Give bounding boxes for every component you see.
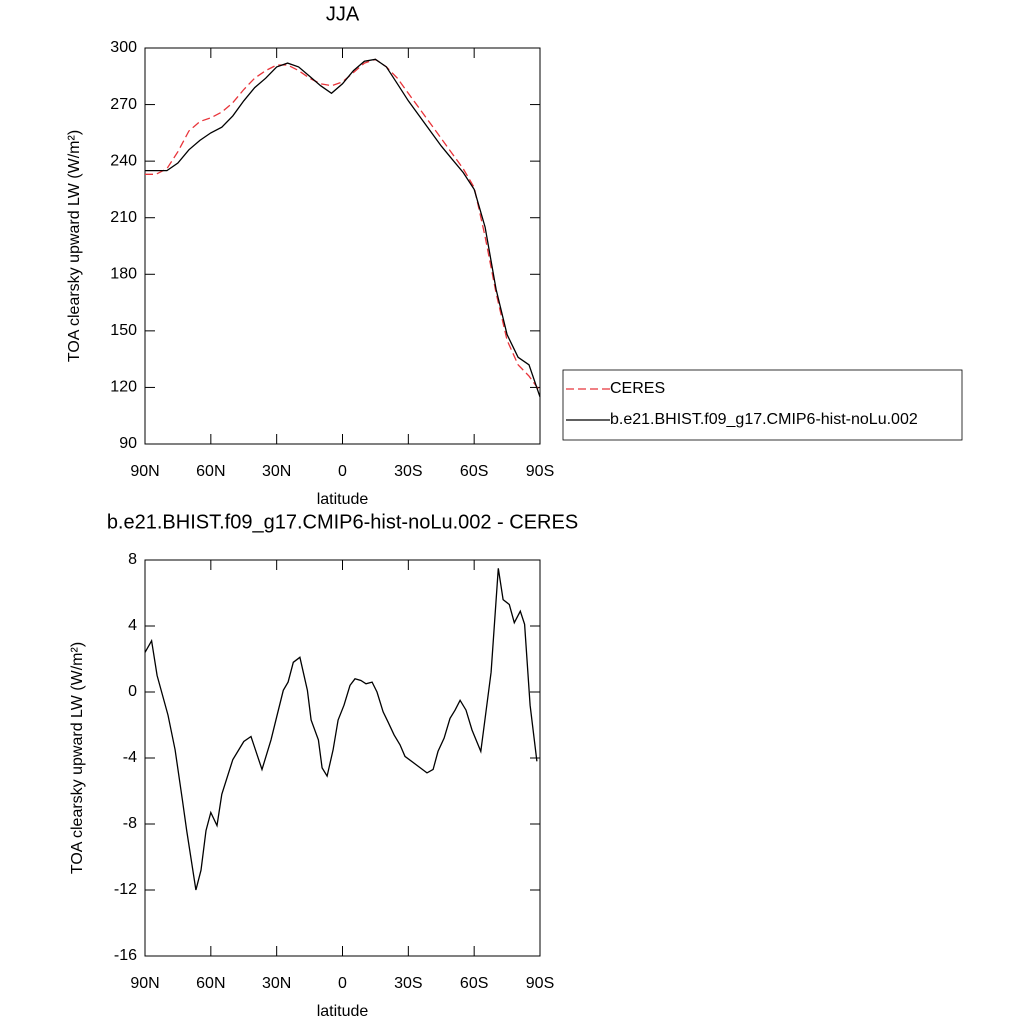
- plot-frame: [144, 559, 541, 957]
- chart-title: b.e21.BHIST.f09_g17.CMIP6-hist-noLu.002 …: [107, 511, 578, 533]
- plot-frame: [144, 47, 541, 445]
- y-tick-label: -4: [123, 749, 137, 766]
- y-tick-label: 8: [128, 551, 137, 568]
- legend-label: CERES: [610, 380, 665, 397]
- x-tick-label: 90S: [526, 463, 554, 480]
- x-tick-label: 90N: [130, 463, 159, 480]
- x-tick-label: 30S: [394, 975, 422, 992]
- data-line: [144, 568, 538, 891]
- x-tick-label: 90N: [130, 975, 159, 992]
- y-tick-label: 90: [119, 435, 137, 452]
- legend-label: b.e21.BHIST.f09_g17.CMIP6-hist-noLu.002: [610, 411, 918, 428]
- x-tick-label: 60N: [196, 463, 225, 480]
- y-tick-label: 210: [110, 209, 137, 226]
- y-tick-label: 4: [128, 617, 137, 634]
- y-tick-label: 150: [110, 322, 137, 339]
- y-tick-label: -8: [123, 815, 137, 832]
- y-tick-label: 270: [110, 96, 137, 113]
- x-tick-label: 0: [338, 975, 347, 992]
- data-line: [145, 58, 541, 398]
- x-tick-label: 30N: [262, 975, 291, 992]
- y-tick-label: -12: [114, 881, 137, 898]
- y-tick-label: 0: [128, 683, 137, 700]
- y-axis-label: TOA clearsky upward LW (W/m²): [66, 130, 83, 362]
- y-tick-label: -16: [114, 947, 137, 964]
- x-tick-label: 90S: [526, 975, 554, 992]
- y-tick-label: 120: [110, 379, 137, 396]
- x-tick-label: 60N: [196, 975, 225, 992]
- y-tick-label: 240: [110, 152, 137, 169]
- x-tick-label: 0: [338, 463, 347, 480]
- x-tick-label: 30N: [262, 463, 291, 480]
- y-tick-label: 300: [110, 39, 137, 56]
- y-axis-label: TOA clearsky upward LW (W/m²): [69, 642, 86, 874]
- data-line: [145, 58, 541, 392]
- legend-box: [562, 369, 963, 441]
- x-tick-label: 60S: [460, 463, 488, 480]
- y-tick-label: 180: [110, 266, 137, 283]
- chart-title: JJA: [326, 3, 360, 25]
- x-axis-label: latitude: [317, 1003, 369, 1020]
- x-tick-label: 30S: [394, 463, 422, 480]
- x-tick-label: 60S: [460, 975, 488, 992]
- x-axis-label: latitude: [317, 491, 369, 508]
